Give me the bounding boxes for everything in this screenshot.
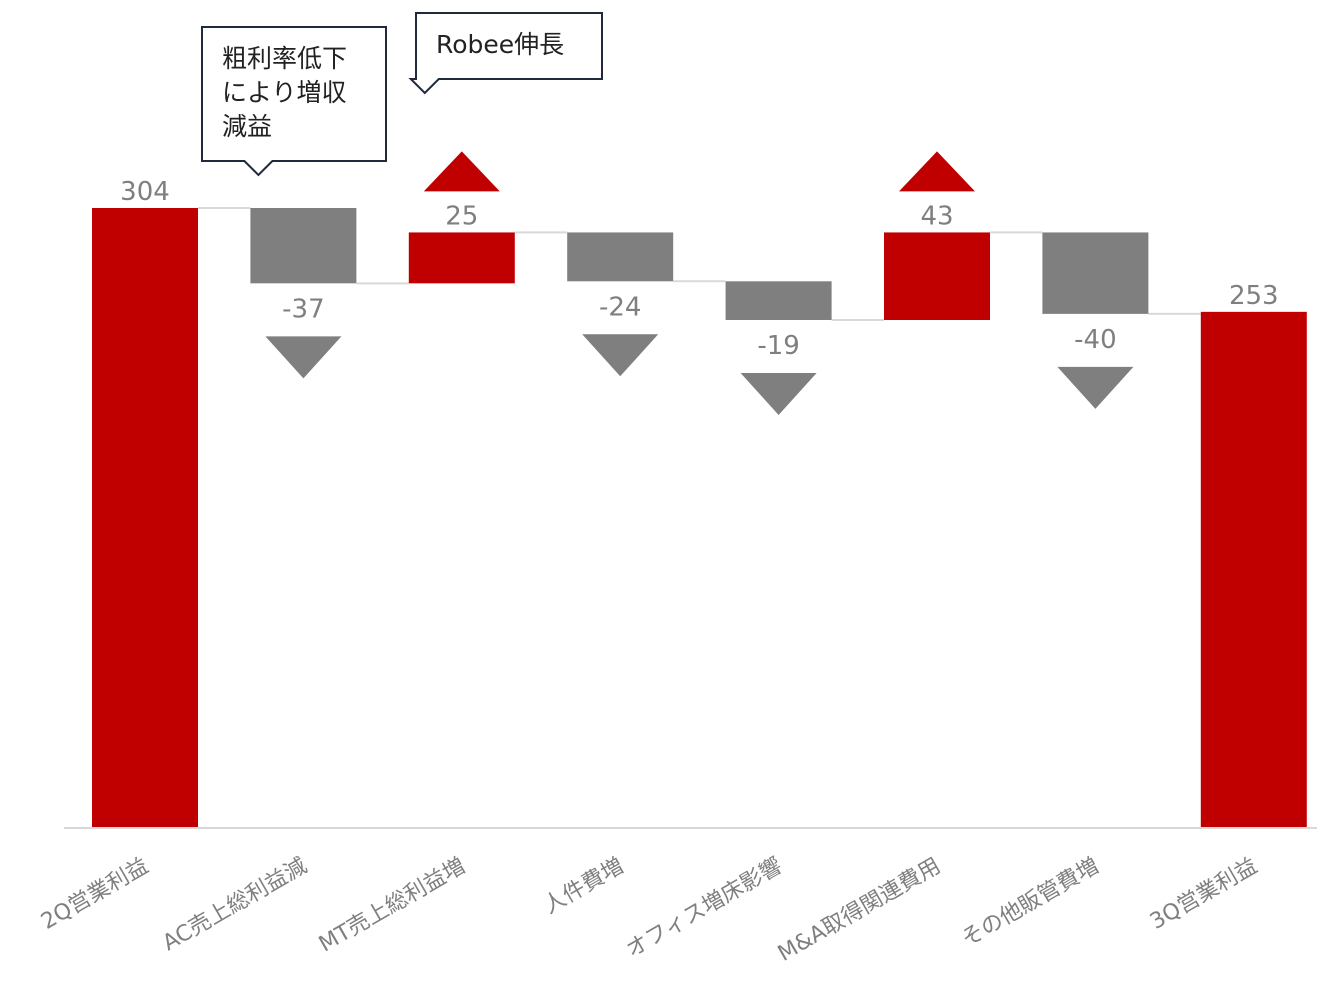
- bar-1: [250, 208, 357, 284]
- category-label-2: MT売上総利益増: [315, 854, 470, 958]
- value-label-7: 253: [1229, 281, 1279, 311]
- category-label-3: 人件費増: [539, 854, 628, 920]
- bar-7: [1200, 311, 1307, 827]
- value-label-4: -19: [757, 331, 799, 361]
- category-label-5: M&A取得関連費用: [774, 854, 945, 967]
- value-label-0: 304: [120, 177, 170, 207]
- callout-box-0: [201, 26, 387, 177]
- value-label-3: -24: [599, 292, 641, 322]
- value-label-2: 25: [445, 201, 478, 231]
- arrows-group: [265, 151, 1134, 415]
- callout-text-0-0: 粗利率低下: [222, 44, 347, 73]
- value-label-6: -40: [1074, 325, 1116, 355]
- down-arrow-icon-1: [265, 336, 342, 379]
- down-arrow-icon-6: [1057, 366, 1134, 409]
- bar-3: [567, 232, 674, 282]
- bar-6: [1042, 232, 1149, 314]
- bar-4: [725, 281, 832, 320]
- bar-0: [92, 208, 198, 827]
- value-label-1: -37: [282, 294, 324, 324]
- callout-1: Robee伸長: [408, 12, 603, 95]
- category-label-7: 3Q営業利益: [1146, 854, 1262, 935]
- callout-box-1: [408, 12, 603, 95]
- up-arrow-icon-2: [423, 151, 500, 192]
- category-label-6: その他販管費増: [958, 854, 1104, 953]
- down-arrow-icon-3: [582, 334, 659, 377]
- callout-text-1-0: Robee伸長: [436, 30, 564, 59]
- up-arrow-icon-5: [899, 151, 975, 192]
- bars-group: [92, 208, 1307, 827]
- down-arrow-icon-4: [740, 372, 817, 415]
- category-labels-group: 2Q営業利益 AC売上総利益減 MT売上総利益増 人件費増オフィス増床影響M&A取得関…: [37, 854, 1262, 967]
- callout-text-0-2: 減益: [222, 112, 272, 141]
- bar-2: [408, 232, 515, 284]
- category-label-1: AC売上総利益減: [159, 854, 312, 957]
- category-label-0: 2Q営業利益: [37, 854, 153, 935]
- bar-5: [884, 232, 990, 320]
- value-label-5: 43: [920, 201, 953, 231]
- callout-text-0-1: により増収: [222, 78, 347, 107]
- category-label-4: オフィス増床影響: [622, 854, 787, 963]
- connector-lines: [198, 207, 1201, 321]
- value-labels-group: 304 -37 25 -24 -19 43 -40 253: [120, 177, 1278, 361]
